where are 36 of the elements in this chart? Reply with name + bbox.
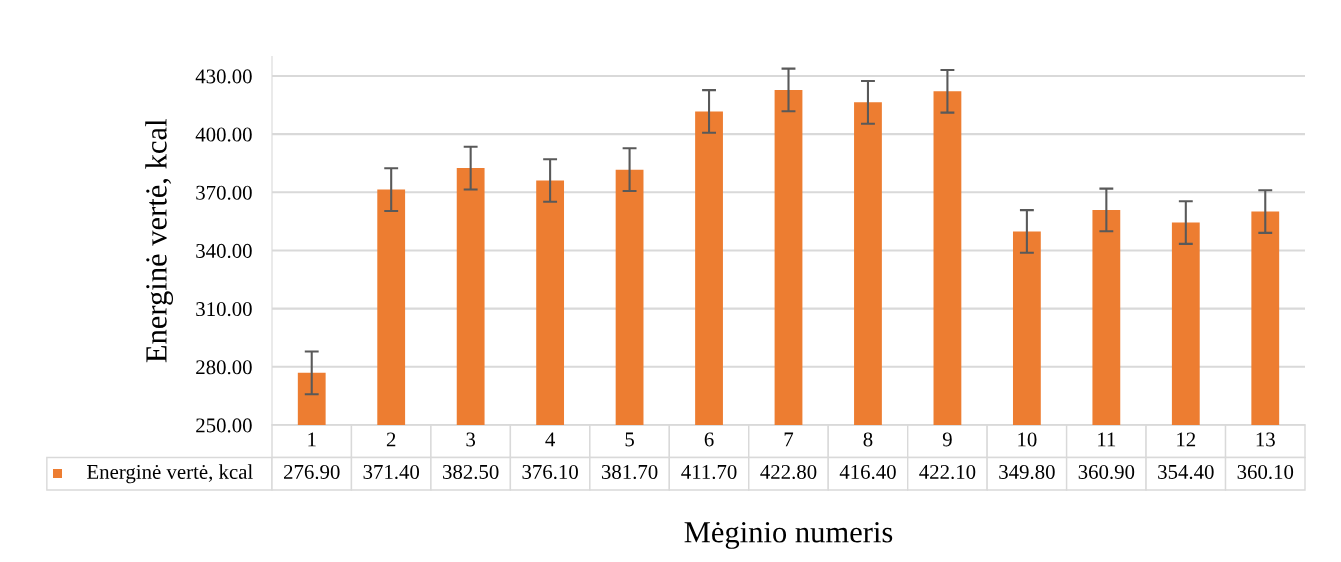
- data-label: 422.80: [760, 464, 817, 480]
- y-tick-label: 430.00: [195, 69, 252, 84]
- x-tick-label: 11: [1098, 432, 1116, 447]
- x-tick-label: 7: [784, 432, 794, 447]
- x-tick-label: 10: [1018, 432, 1037, 447]
- x-tick-label: 5: [625, 432, 634, 447]
- y-tick-label: 400.00: [195, 127, 252, 142]
- x-tick-label: 13: [1256, 432, 1275, 447]
- y-tick-label: 280.00: [196, 360, 252, 375]
- data-label: 360.10: [1237, 464, 1294, 480]
- x-tick-label: 1: [308, 432, 316, 447]
- data-label: 349.80: [999, 464, 1055, 480]
- y-tick-label: 370.00: [196, 185, 252, 200]
- x-tick-label: 3: [466, 432, 476, 447]
- x-tick-label: 2: [386, 432, 396, 447]
- x-tick-label: 9: [942, 432, 952, 447]
- y-tick-label: 250.00: [196, 418, 252, 433]
- y-tick-label: 340.00: [196, 243, 252, 259]
- data-label: 381.70: [601, 464, 658, 480]
- data-label: 354.40: [1158, 464, 1214, 480]
- data-label: 382.50: [443, 464, 499, 480]
- x-tick-label: 8: [863, 432, 873, 447]
- x-tick-label: 4: [545, 432, 555, 447]
- data-label: 376.10: [522, 464, 578, 480]
- data-label: 371.40: [363, 464, 420, 480]
- y-axis-title: Energinė vertė, kcal: [145, 119, 174, 363]
- data-label: 360.90: [1078, 464, 1135, 480]
- y-tick-label: 310.00: [196, 302, 252, 317]
- data-label: 276.90: [284, 464, 340, 480]
- data-label: 422.10: [919, 464, 976, 480]
- legend-label: Energinė vertė, kcal: [87, 464, 253, 484]
- x-tick-label: 12: [1177, 432, 1196, 447]
- data-label: 411.70: [681, 464, 737, 480]
- x-tick-label: 6: [704, 432, 714, 447]
- x-axis-title: Mėginio numeris: [684, 522, 893, 549]
- data-label: 416.40: [839, 464, 896, 480]
